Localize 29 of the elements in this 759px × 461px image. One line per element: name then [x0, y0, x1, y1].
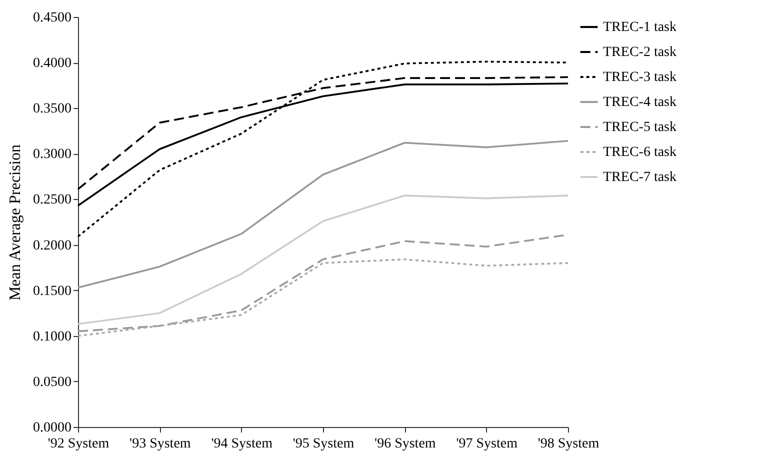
line-series [77, 60, 569, 238]
y-tick-label: 0.2500 [33, 192, 72, 208]
legend-label: TREC-3 task [603, 70, 676, 85]
legend-label: TREC-2 task [603, 45, 676, 60]
x-tick-label: '98 System [538, 436, 600, 452]
line-series [77, 258, 569, 337]
y-tick-label: 0.1000 [33, 329, 72, 344]
legend-label: TREC-6 task [603, 145, 676, 160]
legend-label: TREC-5 task [603, 120, 676, 135]
x-tick-label: '97 System [456, 436, 518, 452]
y-tick-label: 0.0000 [33, 420, 72, 436]
y-tick-label: 0.2000 [33, 238, 72, 254]
y-tick-label: 0.4000 [33, 56, 72, 72]
y-tick-label: 0.3000 [33, 147, 72, 162]
y-tick-label: 0.1500 [33, 284, 72, 299]
x-tick-label: '93 System [130, 436, 191, 452]
y-tick-label: 0.4500 [33, 10, 72, 26]
legend-label: TREC-1 task [603, 20, 676, 35]
x-tick-label: '92 System [48, 436, 110, 452]
x-tick-label: '94 System [211, 436, 273, 452]
legend-label: TREC-7 task [603, 170, 676, 185]
y-axis-title: Mean Average Precision [7, 144, 24, 301]
x-tick-label: '95 System [292, 436, 354, 452]
line-series [77, 194, 569, 325]
y-tick-label: 0.3500 [33, 102, 72, 117]
legend-label: TREC-4 task [603, 95, 676, 110]
x-tick-label: '96 System [374, 436, 436, 452]
y-tick-label: 0.0500 [33, 374, 72, 390]
line-series [77, 140, 569, 288]
